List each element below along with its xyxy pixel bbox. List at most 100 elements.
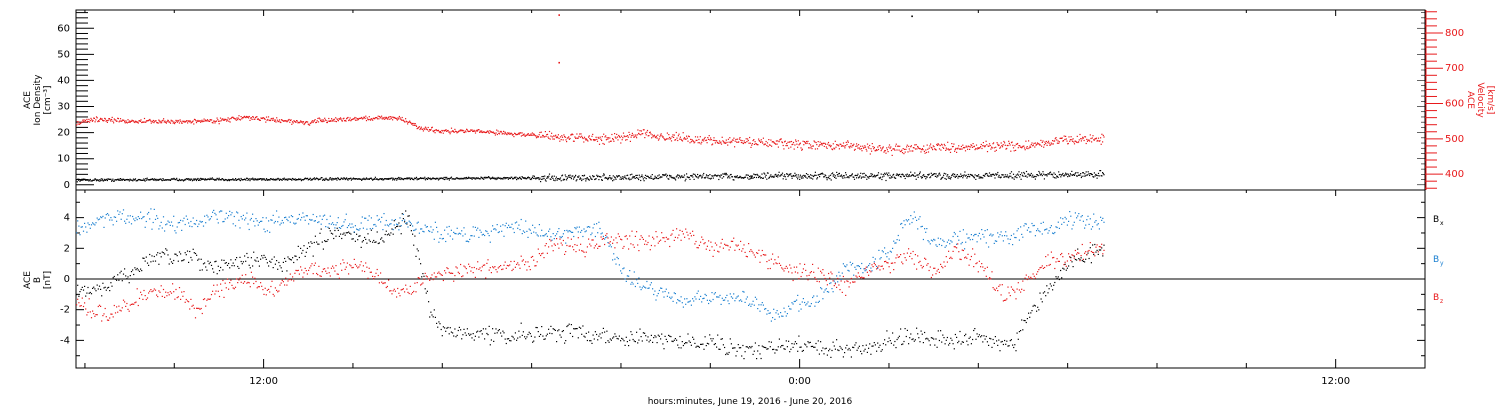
data-point [915,144,917,146]
data-point [481,130,483,132]
data-point [282,261,284,263]
data-point [422,177,424,179]
data-point [581,137,583,139]
data-point [410,230,412,232]
data-point [842,142,845,144]
data-point [303,245,305,247]
data-point [389,234,391,236]
data-point [205,179,207,181]
data-point [274,119,276,121]
data-point [713,175,715,177]
data-point [1023,173,1026,175]
data-point [308,178,310,181]
data-point [561,330,563,333]
data-point [711,144,713,146]
data-point [555,176,557,178]
data-point [199,269,201,271]
data-point [492,225,494,227]
data-point [472,333,474,335]
data-point [761,173,763,175]
data-point [825,288,827,290]
data-point [901,149,903,151]
data-point [775,349,777,351]
data-point [1054,281,1056,284]
data-point [239,118,241,120]
data-point [234,259,237,261]
data-point [880,176,882,178]
data-point [254,178,257,180]
data-point [686,137,688,139]
data-point [297,245,299,247]
data-point [894,242,896,244]
data-point [376,118,379,120]
data-point [653,135,655,137]
data-point [897,174,899,176]
data-point [1097,223,1099,225]
data-point [1100,137,1102,139]
data-point [741,177,743,179]
data-point [348,225,350,227]
data-point [1035,176,1037,178]
field-tick-label: -4 [60,335,70,346]
data-point [686,135,688,137]
data-point [178,180,180,182]
data-point [551,333,553,335]
data-point [540,136,542,138]
data-point [317,221,319,224]
data-point [450,176,453,178]
data-point [343,221,345,223]
data-point [1012,344,1014,346]
data-point [436,178,438,180]
data-point [642,332,644,334]
data-point [705,139,708,141]
data-point [209,261,211,263]
data-point [1071,170,1073,172]
data-point [453,131,455,133]
data-point [1056,175,1058,178]
data-point [639,328,641,330]
data-point [81,121,83,123]
data-point [785,178,787,180]
data-point [786,173,788,175]
data-point [734,175,736,177]
data-point [350,233,352,235]
data-point [272,179,274,181]
data-point [404,221,406,223]
data-point [929,344,931,346]
data-point [802,298,804,300]
data-point [914,144,916,146]
data-point [341,177,343,179]
data-point [860,172,862,174]
data-point [521,176,523,178]
data-point [996,173,998,175]
data-point [528,228,530,230]
data-point [518,132,520,134]
data-point [119,211,121,213]
data-point [999,147,1001,149]
data-point [751,144,753,146]
data-point [915,178,917,180]
data-point [1078,174,1080,176]
data-point [728,175,730,177]
data-point [718,296,720,298]
data-point [390,232,392,234]
data-point [607,137,610,139]
data-point [98,218,101,220]
data-point [831,148,833,150]
data-point [192,217,194,219]
data-point [91,180,93,182]
data-point [673,292,675,294]
data-point [936,144,938,146]
data-point [944,145,946,147]
data-point [828,145,830,147]
data-point [892,332,894,334]
data-point [848,347,850,350]
data-point [522,134,525,136]
data-point [1052,289,1054,291]
data-point [899,145,901,147]
data-point [877,148,880,151]
data-point [182,220,184,222]
data-point [958,340,960,342]
data-point [1078,258,1080,260]
data-point [479,178,481,180]
